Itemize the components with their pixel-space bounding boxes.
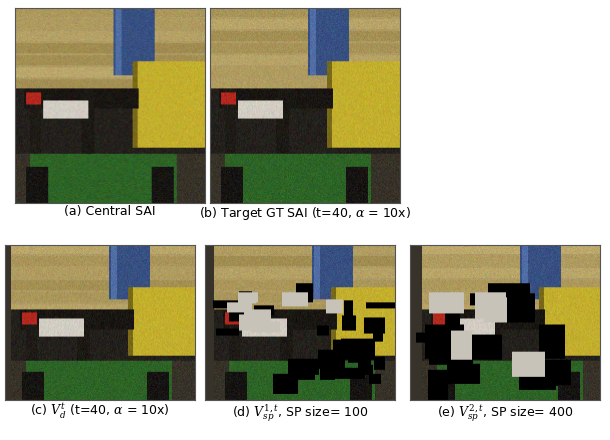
Text: (d) $V_{sp}^{1,t}$, SP size= 100: (d) $V_{sp}^{1,t}$, SP size= 100 xyxy=(232,402,368,424)
Text: (c) $V_d^t$ (t=40, $\alpha$ = 10x): (c) $V_d^t$ (t=40, $\alpha$ = 10x) xyxy=(30,402,170,422)
Text: (e) $V_{sp}^{2,t}$, SP size= 400: (e) $V_{sp}^{2,t}$, SP size= 400 xyxy=(437,402,573,424)
Text: (a) Central SAI: (a) Central SAI xyxy=(64,205,156,218)
Text: (b) Target GT SAI (t=40, $\alpha$ = 10x): (b) Target GT SAI (t=40, $\alpha$ = 10x) xyxy=(199,205,411,222)
